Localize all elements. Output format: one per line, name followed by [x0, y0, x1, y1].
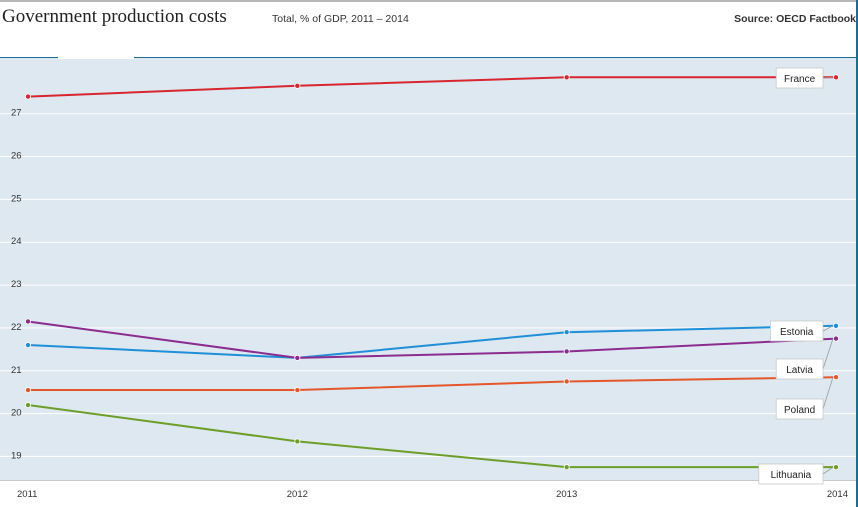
y-tick-label: 26 [11, 151, 22, 162]
label-box [775, 398, 824, 420]
chart-subtitle: Total, % of GDP, 2011 – 2014 [272, 13, 409, 25]
y-tick-label: 20 [11, 408, 22, 419]
point-france-2014[interactable] [833, 74, 840, 81]
point-estonia-2014[interactable] [833, 322, 840, 329]
label-box [758, 463, 824, 485]
y-tick-label: 19 [11, 450, 22, 461]
tab-gap [58, 56, 134, 59]
label-connector [822, 338, 834, 370]
top-border [0, 0, 858, 2]
x-axis-ticks: 2011 2012 2013 2014 [17, 489, 848, 500]
series-label-poland: Poland [775, 377, 834, 420]
x-tick-label: 2012 [287, 489, 308, 500]
y-tick-label: 23 [11, 279, 22, 290]
series-line-estonia [27, 324, 837, 359]
point-lithuania-2013[interactable] [563, 464, 570, 471]
x-tick-label: 2011 [17, 489, 37, 500]
point-estonia-2013[interactable] [563, 329, 570, 336]
point-lithuania-2012[interactable] [294, 438, 301, 445]
y-tick-label: 24 [11, 236, 22, 247]
label-box [775, 358, 824, 380]
point-poland-2011[interactable] [24, 387, 31, 394]
right-frame [856, 0, 858, 507]
series-label-estonia: Estonia [770, 320, 834, 342]
label-text: France [784, 74, 816, 85]
series-label-france: France [775, 67, 834, 89]
x-tick-label: 2013 [556, 489, 577, 500]
y-tick-label: 27 [11, 108, 22, 119]
point-france-2012[interactable] [294, 82, 301, 89]
series-line-lithuania [27, 404, 836, 469]
x-tick-label: 2014 [827, 489, 848, 500]
label-connector [822, 325, 834, 332]
point-latvia-2012[interactable] [294, 354, 301, 361]
point-lithuania-2014[interactable] [833, 464, 840, 471]
label-text: Lithuania [771, 470, 812, 481]
label-text: Estonia [780, 327, 814, 338]
label-text: Latvia [786, 365, 813, 376]
point-poland-2013[interactable] [563, 378, 570, 385]
label-connector [822, 466, 834, 475]
point-latvia-2011[interactable] [24, 318, 31, 325]
label-text: Poland [784, 405, 815, 416]
y-tick-label: 22 [11, 322, 22, 333]
chart-source: Source: OECD Factbook [734, 13, 856, 25]
series-label-latvia: Latvia [775, 338, 834, 380]
series-labels: France Estonia Latvia Poland Lithuania [758, 67, 834, 485]
chart-title: Government production costs [2, 6, 227, 27]
y-axis-ticks: 19 20 21 22 23 24 25 26 27 [11, 108, 22, 462]
label-box [770, 320, 824, 342]
point-latvia-2013[interactable] [563, 348, 570, 355]
series-lines [24, 74, 840, 471]
chart-header: Government production costs Total, % of … [0, 0, 858, 56]
series-line-latvia [27, 320, 837, 359]
point-poland-2014[interactable] [833, 374, 840, 381]
point-estonia-2011[interactable] [24, 342, 31, 349]
point-poland-2012[interactable] [294, 387, 301, 394]
point-lithuania-2011[interactable] [24, 402, 31, 409]
y-tick-label: 25 [11, 193, 22, 204]
series-line-france [27, 76, 836, 98]
series-line-poland [28, 376, 837, 391]
label-connector [822, 377, 834, 410]
series-label-lithuania: Lithuania [758, 463, 834, 485]
label-box [775, 67, 824, 89]
point-france-2013[interactable] [563, 74, 570, 81]
y-tick-label: 21 [11, 365, 22, 376]
point-latvia-2014[interactable] [833, 335, 840, 342]
point-france-2011[interactable] [24, 93, 31, 100]
label-connector [822, 76, 834, 79]
plot-background [0, 58, 856, 480]
